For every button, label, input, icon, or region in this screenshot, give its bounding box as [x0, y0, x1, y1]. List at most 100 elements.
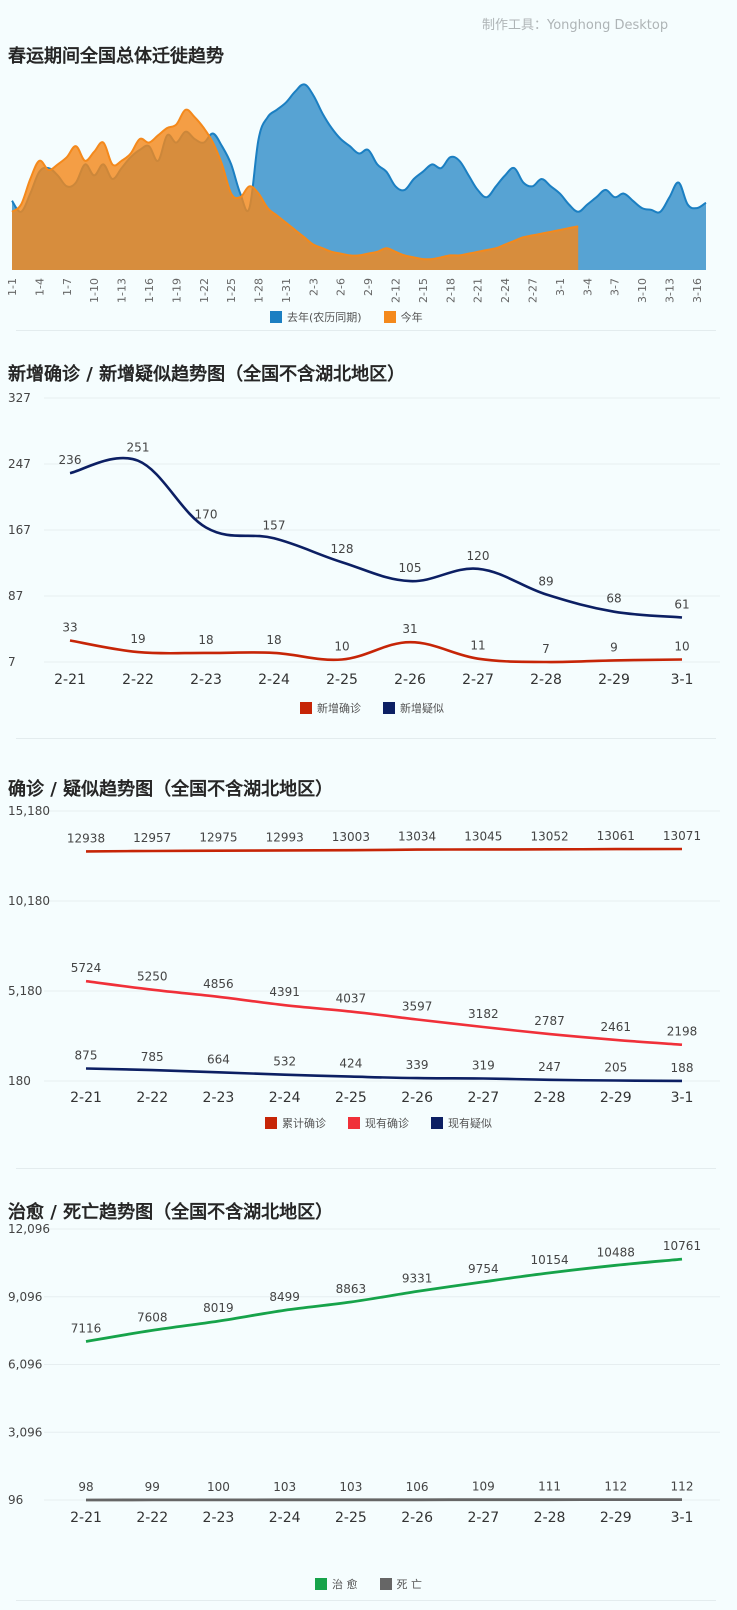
data-label: 18	[198, 633, 213, 647]
x-tick-label: 3-4	[581, 278, 594, 296]
data-label: 7116	[71, 1321, 102, 1335]
data-label: 236	[59, 453, 82, 467]
legend-label: 治 愈	[332, 1578, 358, 1591]
chart-3-legend: 累计确诊 现有确诊 现有疑似	[265, 1115, 492, 1131]
y-tick-label: 12,096	[8, 1222, 50, 1236]
data-label: 2461	[601, 1020, 632, 1034]
x-tick-label: 2-9	[362, 278, 375, 296]
x-tick-label: 1-28	[253, 278, 266, 303]
data-label: 2787	[534, 1014, 565, 1028]
x-tick-label: 2-21	[472, 278, 485, 303]
data-label: 9	[610, 640, 618, 654]
legend-swatch	[270, 311, 282, 323]
data-label: 4856	[203, 977, 234, 991]
x-tick-label: 2-21	[70, 1090, 102, 1106]
series-line	[69, 456, 683, 619]
data-label: 13071	[663, 829, 701, 843]
series-line	[85, 979, 683, 1046]
y-tick-label: 87	[8, 589, 23, 603]
chart-1-title: 春运期间全国总体迁徙趋势	[8, 46, 224, 67]
x-tick-label: 2-28	[530, 672, 562, 688]
x-tick-label: 2-27	[462, 672, 494, 688]
data-label: 98	[78, 1480, 93, 1494]
y-tick-label: 180	[8, 1074, 31, 1088]
chart-1-legend: 去年(农历同期) 今年	[270, 309, 423, 325]
x-tick-label: 3-1	[671, 672, 694, 688]
data-label: 11	[470, 639, 485, 653]
legend-item[interactable]: 死 亡	[379, 1576, 422, 1592]
x-tick-label: 2-6	[335, 278, 348, 296]
x-tick-label: 2-12	[390, 278, 403, 303]
x-tick-label: 2-27	[467, 1510, 499, 1526]
y-tick-label: 15,180	[8, 804, 50, 818]
legend-item[interactable]: 新增确诊	[300, 700, 361, 716]
data-label: 111	[538, 1480, 561, 1494]
data-label: 875	[75, 1048, 98, 1062]
data-label: 12975	[199, 831, 237, 845]
data-label: 128	[331, 542, 354, 556]
chart-2-title: 新增确诊 / 新增疑似趋势图（全国不含湖北地区）	[8, 364, 406, 385]
data-label: 18	[266, 633, 281, 647]
data-label: 12993	[266, 830, 304, 844]
cases-line-chart: 15,180 10,180 5,180 180 2-21 2-22 2-23 2-24 2-25…	[8, 804, 720, 1106]
divider-4	[16, 1600, 716, 1601]
legend-item[interactable]: 去年(农历同期)	[270, 309, 362, 325]
x-tick-label: 2-26	[401, 1510, 433, 1526]
data-label: 68	[606, 592, 621, 606]
legend-item[interactable]: 治 愈	[315, 1576, 358, 1592]
x-tick-label: 1-7	[61, 278, 74, 296]
x-tick-label: 2-29	[598, 672, 630, 688]
data-label: 13052	[530, 829, 568, 843]
data-label: 785	[141, 1050, 164, 1064]
x-tick-label: 2-23	[190, 672, 222, 688]
x-tick-label: 2-15	[417, 278, 430, 303]
legend-item[interactable]: 累计确诊	[265, 1115, 326, 1131]
data-label: 13045	[464, 829, 502, 843]
data-label: 188	[671, 1061, 694, 1075]
x-tick-label: 2-22	[136, 1090, 168, 1106]
x-tick-label: 2-23	[203, 1510, 235, 1526]
data-label: 103	[339, 1480, 362, 1494]
data-label: 664	[207, 1052, 230, 1066]
x-tick-label: 2-29	[600, 1090, 632, 1106]
x-tick-label: 2-23	[203, 1090, 235, 1106]
data-label: 170	[195, 508, 218, 522]
data-label: 247	[538, 1060, 561, 1074]
legend-label: 去年(农历同期)	[287, 311, 362, 324]
data-label: 99	[145, 1480, 160, 1494]
new-cases-line-chart: 327 247 167 87 7 2-21 2-22 2-23 2-24 2-25 2-26 2-27…	[8, 391, 720, 688]
legend-swatch	[265, 1117, 277, 1129]
x-tick-label: 2-24	[269, 1090, 301, 1106]
data-label: 109	[472, 1480, 495, 1494]
data-label: 5250	[137, 970, 168, 984]
data-label: 339	[406, 1058, 429, 1072]
x-tick-label: 2-22	[136, 1510, 168, 1526]
y-tick-label: 96	[8, 1493, 23, 1507]
legend-swatch	[383, 311, 396, 323]
data-label: 13034	[398, 830, 436, 844]
series-line	[85, 847, 683, 853]
x-tick-label: 2-29	[600, 1510, 632, 1526]
legend-item[interactable]: 新增疑似	[383, 700, 444, 716]
series-line	[85, 1257, 683, 1343]
legend-item[interactable]: 现有确诊	[348, 1115, 409, 1131]
data-label: 61	[674, 597, 689, 611]
data-label: 10154	[530, 1253, 568, 1267]
data-label: 3182	[468, 1007, 499, 1021]
legend-swatch	[431, 1117, 443, 1129]
x-tick-label: 2-24	[258, 672, 290, 688]
x-tick-label: 2-26	[401, 1090, 433, 1106]
data-label: 157	[263, 518, 286, 532]
data-label: 319	[472, 1058, 495, 1072]
recovery-death-line-chart: 12,096 9,096 6,096 3,096 96 2-21 2-22 2-23 2-24 2…	[8, 1222, 720, 1526]
legend-item[interactable]: 今年	[383, 309, 423, 325]
data-label: 120	[467, 549, 490, 563]
legend-item[interactable]: 现有疑似	[431, 1115, 492, 1131]
divider-3	[16, 1168, 716, 1169]
y-tick-label: 7	[8, 655, 16, 669]
x-tick-label: 2-28	[534, 1090, 566, 1106]
data-label: 205	[604, 1061, 627, 1075]
x-tick-label: 2-26	[394, 672, 426, 688]
data-label: 112	[671, 1480, 694, 1494]
x-tick-label: 2-22	[122, 672, 154, 688]
